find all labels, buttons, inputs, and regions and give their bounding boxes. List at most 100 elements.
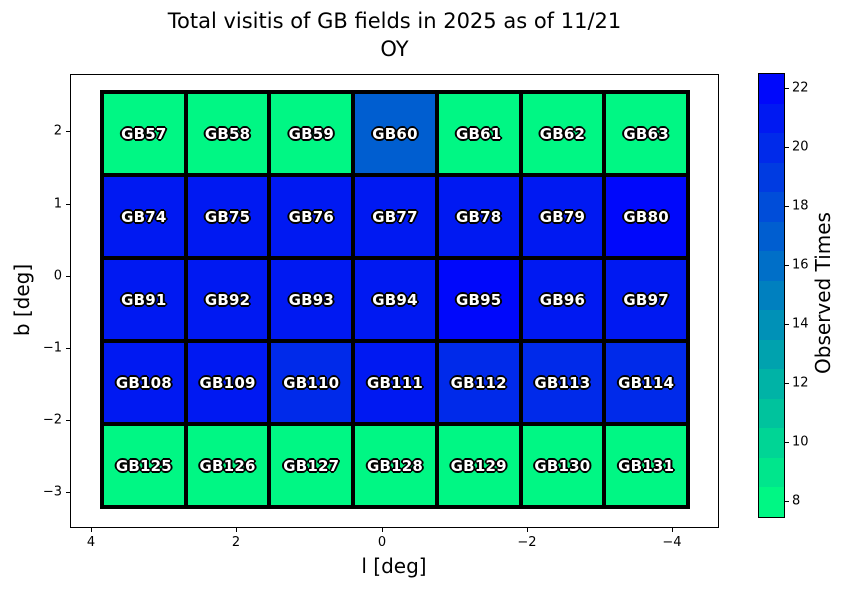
heatmap-cell: GB125: [104, 426, 184, 505]
colorbar-band: [759, 457, 784, 488]
colorbar-band: [759, 369, 784, 399]
heatmap-cell-label: GB131: [618, 456, 675, 475]
heatmap-cell-label: GB110: [283, 373, 340, 392]
x-tick-label: 4: [86, 535, 96, 550]
tick-mark: [236, 528, 237, 532]
x-tick-label: 2: [231, 535, 241, 550]
tick-mark: [66, 131, 70, 132]
heatmap-cell-label: GB108: [115, 373, 172, 392]
colorbar-band: [759, 251, 784, 281]
heatmap-cell: GB78: [438, 177, 519, 256]
heatmap-cell: GB63: [606, 94, 686, 173]
y-tick-label: −2: [42, 412, 62, 428]
colorbar-band: [759, 310, 784, 340]
heatmap-cell: GB128: [355, 426, 435, 505]
heatmap-cell: GB74: [104, 177, 184, 256]
colorbar-tick-label: 22: [792, 80, 809, 96]
tick-mark: [527, 528, 528, 532]
colorbar-band: [759, 428, 784, 458]
heatmap-cell-label: GB78: [455, 207, 502, 226]
heatmap-cell: GB130: [522, 426, 603, 505]
heatmap-cell-label: GB113: [534, 373, 591, 392]
colorbar-band: [759, 192, 784, 222]
heatmap-cell: GB58: [187, 94, 268, 173]
tick-mark: [66, 492, 70, 493]
y-tick-label: 1: [53, 196, 62, 212]
heatmap-cell: GB126: [187, 426, 268, 505]
heatmap-cell: GB93: [271, 260, 352, 339]
colorbar-tick-label: 20: [792, 139, 809, 155]
heatmap-cell: GB62: [522, 94, 603, 173]
heatmap-cell-label: GB74: [121, 207, 167, 226]
heatmap-cell: GB96: [522, 260, 603, 339]
heatmap-cell-label: GB128: [366, 456, 424, 475]
colorbar-band: [759, 133, 784, 163]
heatmap-cell-label: GB59: [288, 124, 334, 143]
heatmap-cell: GB59: [271, 94, 352, 173]
heatmap-cell: GB97: [606, 260, 686, 339]
heatmap-cell: GB110: [271, 343, 352, 422]
tick-mark: [785, 442, 789, 444]
tick-mark: [91, 528, 92, 532]
heatmap-cell-label: GB126: [199, 456, 256, 475]
heatmap-cell-label: GB76: [288, 207, 334, 226]
colorbar-band: [759, 280, 784, 311]
heatmap-cell: GB109: [187, 343, 268, 422]
colorbar-band: [759, 74, 784, 104]
heatmap-cell: GB76: [271, 177, 352, 256]
colorbar-band: [759, 221, 784, 252]
heatmap-cell: GB80: [606, 177, 686, 256]
heatmap-cell: GB77: [355, 177, 435, 256]
heatmap-cell-label: GB61: [455, 124, 502, 143]
chart-title-line1: Total visitis of GB fields in 2025 as of…: [167, 9, 622, 33]
heatmap-cell: GB92: [187, 260, 268, 339]
heatmap-cell: GB113: [522, 343, 603, 422]
heatmap-cell: GB95: [438, 260, 519, 339]
heatmap-cell-label: GB96: [539, 290, 586, 309]
y-tick-label: 0: [53, 268, 62, 284]
heatmap-cell-label: GB58: [204, 124, 251, 143]
heatmap-cell-label: GB63: [623, 124, 669, 143]
heatmap-cell-label: GB79: [539, 207, 586, 226]
heatmap-cell: GB112: [438, 343, 519, 422]
x-tick-label: −4: [662, 535, 682, 550]
heatmap-cell: GB108: [104, 343, 184, 422]
y-axis-label: b [deg]: [10, 263, 34, 337]
colorbar-band: [759, 398, 784, 429]
tick-mark: [785, 324, 789, 326]
tick-mark: [66, 204, 70, 205]
heatmap-cell: GB111: [355, 343, 435, 422]
heatmap-cell-label: GB62: [539, 124, 586, 143]
tick-mark: [66, 276, 70, 277]
heatmap-cell-label: GB91: [121, 290, 167, 309]
colorbar-band: [759, 487, 784, 517]
heatmap-cell-label: GB112: [450, 373, 507, 392]
tick-mark: [785, 264, 789, 266]
heatmap-cell-label: GB125: [115, 456, 172, 475]
heatmap-cell: GB75: [187, 177, 268, 256]
chart-title-line2: OY: [380, 37, 409, 61]
colorbar-label: Observed Times: [811, 212, 835, 374]
plot-area: GB57 GB58 GB59 GB60 GB61 GB62 GB63 GB74 GB75 GB76…: [70, 74, 719, 528]
y-tick-label: 2: [53, 123, 62, 139]
heatmap-cell-label: GB93: [288, 290, 334, 309]
tick-mark: [66, 348, 70, 349]
heatmap-grid: GB57 GB58 GB59 GB60 GB61 GB62 GB63 GB74 GB75 GB76…: [100, 90, 690, 509]
heatmap-cell: GB131: [606, 426, 686, 505]
colorbar-tick-label: 10: [792, 434, 809, 450]
colorbar-band: [759, 162, 784, 193]
colorbar-tick-label: 16: [792, 257, 809, 273]
heatmap-cell: GB79: [522, 177, 603, 256]
heatmap-cell-label: GB129: [450, 456, 507, 475]
colorbar-tick-label: 18: [792, 198, 809, 214]
heatmap-cell: GB91: [104, 260, 184, 339]
y-tick-label: −3: [42, 484, 62, 500]
y-tick-label: −1: [42, 340, 62, 356]
heatmap-cell-label: GB57: [121, 124, 167, 143]
heatmap-cell: GB61: [438, 94, 519, 173]
heatmap-cell-label: GB75: [204, 207, 251, 226]
heatmap-cell: GB57: [104, 94, 184, 173]
heatmap-cell-label: GB109: [199, 373, 256, 392]
heatmap-cell: GB129: [438, 426, 519, 505]
